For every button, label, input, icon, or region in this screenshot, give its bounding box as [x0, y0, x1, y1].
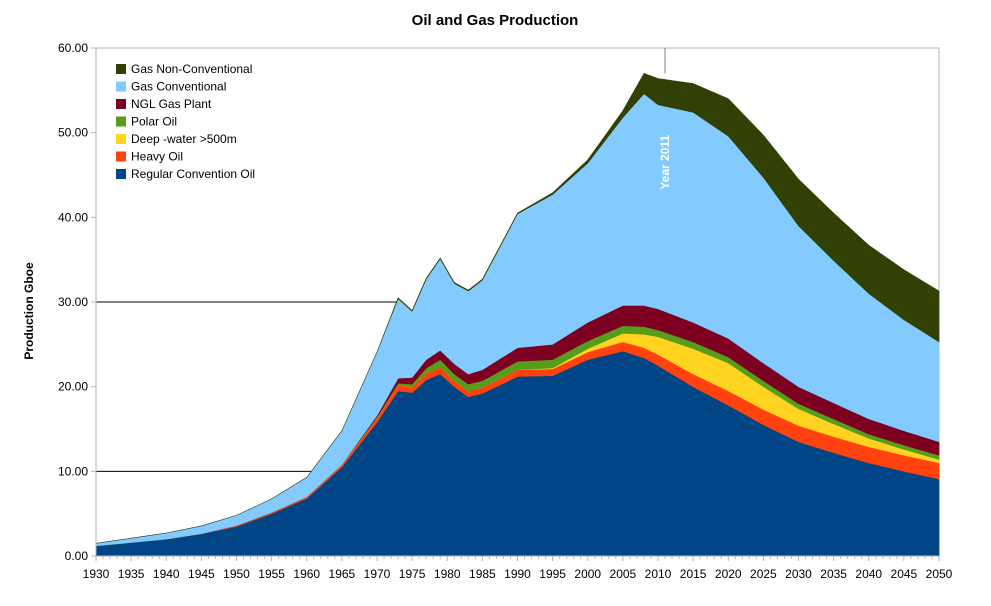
x-tick-label: 1990: [504, 567, 531, 581]
y-tick-label: 30.00: [58, 295, 88, 309]
y-tick-label: 20.00: [58, 380, 88, 394]
x-tick-label: 1950: [223, 567, 250, 581]
x-tick-label: 2005: [610, 567, 637, 581]
x-tick-label: 1935: [118, 567, 145, 581]
legend-label: NGL Gas Plant: [131, 97, 212, 111]
legend-swatch: [116, 81, 126, 92]
x-tick-label: 1970: [364, 567, 391, 581]
x-tick-label: 2030: [785, 567, 812, 581]
y-axis-label: Production Gboe: [22, 262, 36, 360]
x-tick-label: 1975: [399, 567, 426, 581]
legend-swatch: [116, 134, 126, 144]
x-tick-label: 1980: [434, 567, 461, 581]
y-tick-label: 60.00: [58, 41, 88, 55]
y-tick-label: 0.00: [65, 549, 89, 563]
x-tick-label: 2050: [926, 567, 953, 581]
legend: Gas Non-Conventional Gas Conventional NGL …: [116, 62, 255, 181]
legend-swatch: [116, 151, 126, 162]
y-tick-label: 10.00: [58, 464, 88, 478]
x-tick-label: 2020: [715, 567, 742, 581]
legend-label: Gas Conventional: [131, 80, 226, 94]
x-tick-label: 2040: [855, 567, 882, 581]
annotation-label: Year 2011: [658, 135, 672, 190]
x-tick-label: 1995: [539, 567, 566, 581]
x-tick-label: 1940: [153, 567, 180, 581]
x-tick-label: 1930: [83, 567, 110, 581]
area-gas-non-conventional: [95, 73, 940, 544]
x-tick-label: 2045: [891, 567, 918, 581]
x-tick-label: 2035: [820, 567, 847, 581]
x-tick-label: 1955: [258, 567, 285, 581]
x-tick-label: 2000: [574, 567, 601, 581]
x-tick-label: 1965: [329, 567, 356, 581]
legend-swatch: [116, 64, 126, 74]
y-tick-label: 50.00: [58, 126, 88, 140]
x-tick-label: 2015: [680, 567, 707, 581]
x-tick-label: 2010: [645, 567, 672, 581]
y-tick-label: 40.00: [58, 210, 88, 224]
legend-swatch: [116, 169, 126, 179]
plot-area: Year 2011 0.00 10.00 20.00 30.00 40.00 50.00 60…: [58, 41, 953, 581]
x-tick-label: 1945: [188, 567, 215, 581]
legend-label: Regular Convention Oil: [131, 167, 255, 181]
x-tick-label: 1960: [293, 567, 320, 581]
chart-title: Oil and Gas Production: [412, 12, 579, 29]
legend-label: Gas Non-Conventional: [131, 62, 252, 76]
x-tick-label: 2025: [750, 567, 777, 581]
legend-label: Deep -water >500m: [131, 132, 237, 146]
legend-label: Polar Oil: [131, 115, 177, 129]
legend-swatch: [116, 116, 126, 127]
legend-swatch: [116, 99, 126, 109]
legend-label: Heavy Oil: [131, 150, 183, 164]
x-tick-label: 1985: [469, 567, 496, 581]
